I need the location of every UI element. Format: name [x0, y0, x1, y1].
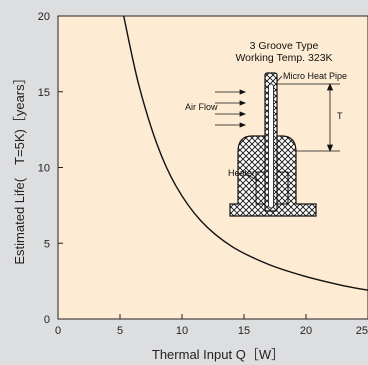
type-label: 3 Groove Type [250, 40, 319, 52]
heater-leader-line [247, 174, 261, 183]
heater-label: Heater [228, 168, 255, 178]
airflow-label: Air Flow [185, 102, 218, 112]
pipe-inner-core [268, 83, 274, 209]
pipe-label: Micro Heat Pipe [283, 71, 347, 81]
x-tick-label: 25 [356, 325, 368, 337]
heat-pipe-diagram: 3 Groove Type Working Temp. 323K Micro H… [185, 40, 347, 217]
x-tick-label: 20 [300, 325, 312, 337]
x-tick-label: 15 [238, 325, 250, 337]
plot-area [57, 15, 368, 320]
y-tick-label: 15 [38, 87, 50, 99]
y-axis-ticks: 0 5 10 15 20 [38, 11, 63, 326]
estimated-life-curve [123, 15, 368, 291]
temp-label: Working Temp. 323K [235, 52, 332, 64]
x-tick-label: 0 [55, 325, 61, 337]
dimension-label: T [337, 111, 343, 121]
y-tick-label: 5 [44, 238, 50, 250]
y-tick-label: 20 [38, 11, 50, 23]
x-axis-ticks: 0 5 10 15 20 25 [55, 314, 368, 337]
y-tick-label: 0 [44, 314, 50, 326]
airflow-arrows [215, 89, 247, 128]
dimension-marker [277, 82, 340, 153]
x-axis-title: Thermal Input Q［W］ [152, 347, 284, 362]
x-tick-label: 5 [117, 325, 123, 337]
y-tick-label: 10 [38, 163, 50, 175]
x-tick-label: 10 [176, 325, 188, 337]
y-axis-title: Estimated Life( T=5K)［years］ [12, 71, 27, 264]
